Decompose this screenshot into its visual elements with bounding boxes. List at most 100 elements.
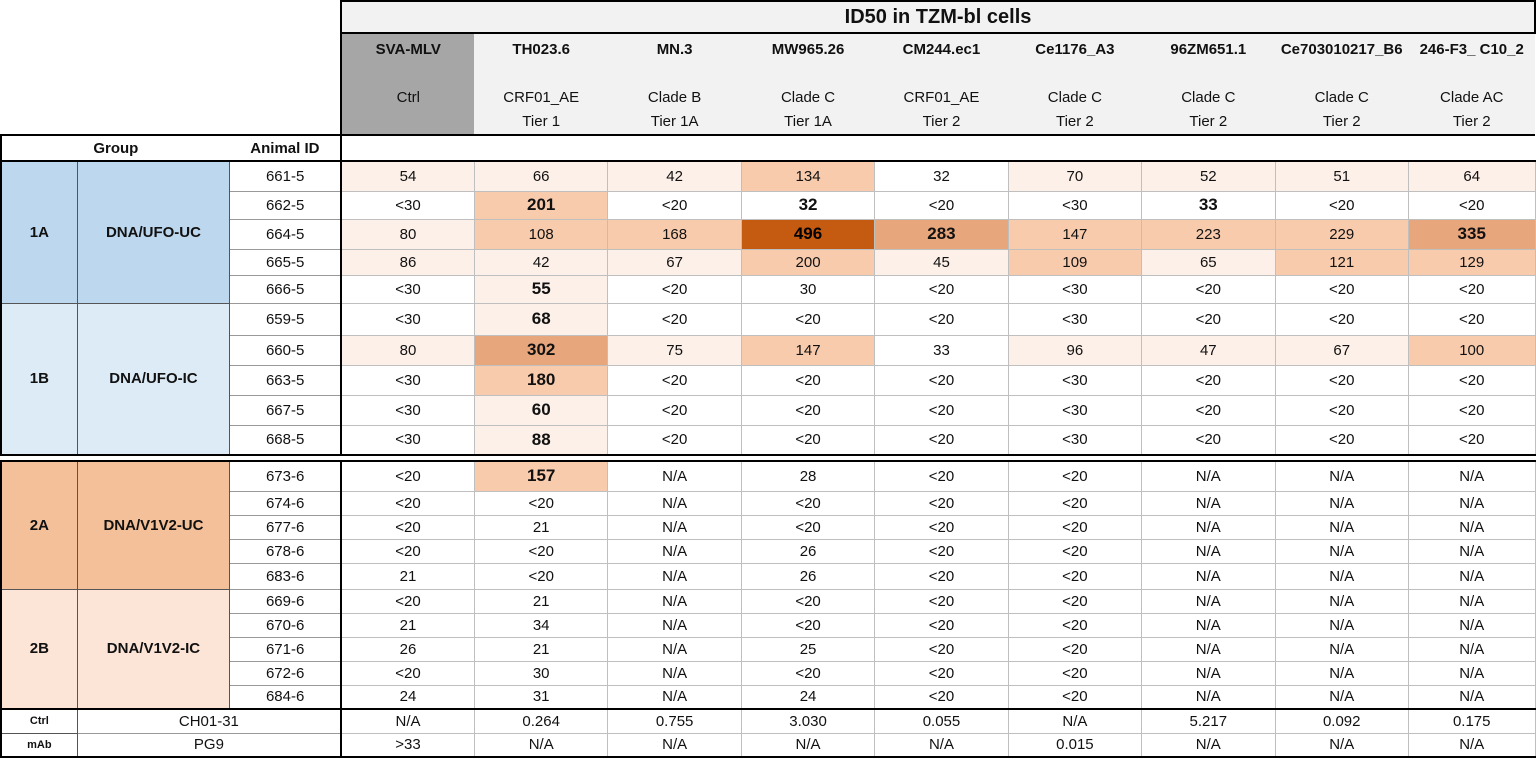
id50-value: <20 — [1141, 274, 1276, 304]
virus-header-0: SVA-MLV Ctrl — [340, 33, 475, 135]
virus-clade: Clade C — [1047, 89, 1102, 106]
id50-value: <20 — [874, 490, 1009, 516]
id50-value: 26 — [740, 538, 876, 564]
id50-value: 147 — [1007, 218, 1143, 250]
table-row: 683-6 21 <20 N/A 26 <20 <20 N/A N/A N/A — [1, 562, 1536, 590]
id50-value: 21 — [473, 588, 609, 614]
virus-clade: Clade C — [1314, 89, 1369, 106]
animal-id: 666-5 — [229, 274, 342, 304]
id50-value: <20 — [340, 514, 475, 540]
id50-value: N/A — [1274, 636, 1409, 662]
virus-header-5: Ce1176_A3 Clade C Tier 2 — [1008, 33, 1142, 135]
virus-header-row: SVA-MLV Ctrl TH023.6 CRF01_AE Tier 1 MN.3 Clad… — [1, 33, 1535, 135]
id50-value: N/A — [607, 538, 742, 564]
ic50-value: N/A — [1274, 732, 1409, 758]
virus-header-3: MW965.26 Clade C Tier 1A — [741, 33, 875, 135]
id50-value: N/A — [1141, 684, 1276, 710]
virus-clade: Clade B — [647, 89, 702, 106]
virus-name: CM244.ec1 — [902, 41, 981, 58]
id50-value: N/A — [607, 490, 742, 516]
id50-value: N/A — [607, 612, 742, 638]
id50-value: 121 — [1274, 248, 1409, 276]
group-id: 1A — [0, 160, 78, 304]
animal-id: 668-5 — [229, 424, 342, 456]
id50-value: <20 — [473, 562, 609, 590]
table-row: 1A DNA/UFO-UC 661-5 54 66 42 134 32 70 52 51 64 — [0, 160, 1536, 304]
id50-value: <20 — [1007, 684, 1143, 710]
id50-value: 21 — [340, 562, 475, 590]
table-row: 665-5 86 42 67 200 45 109 65 121 129 — [1, 248, 1536, 276]
table-row: 672-6 <20 30 N/A <20 <20 <20 N/A N/A N/A — [1, 660, 1536, 686]
table-row: 671-6 26 21 N/A 25 <20 <20 N/A N/A N/A — [1, 636, 1536, 662]
animal-id: 663-5 — [229, 364, 342, 396]
id50-value: <20 — [607, 394, 742, 426]
virus-header-8: 246-F3_ C10_2 Clade AC Tier 2 — [1408, 33, 1535, 135]
id50-value: <20 — [340, 588, 475, 614]
id50-value: <20 — [740, 660, 876, 686]
table-row: 666-5 <30 55 <20 30 <20 <30 <20 <20 <20 — [1, 274, 1536, 304]
id50-value: 109 — [1007, 248, 1143, 276]
table-row: 2B DNA/V1V2-IC 669-6 <20 21 N/A <20 <20 <20 N/A N/… — [0, 588, 1536, 710]
control-label: mAb — [0, 732, 78, 758]
id50-value: <20 — [340, 660, 475, 686]
id50-value: N/A — [1141, 538, 1276, 564]
id50-value: 283 — [874, 218, 1009, 250]
id50-value: <30 — [1007, 394, 1143, 426]
id50-value: N/A — [1274, 588, 1409, 614]
id50-value: 28 — [740, 460, 876, 492]
id50-value: <20 — [1407, 190, 1536, 220]
id50-value: 100 — [1407, 334, 1536, 366]
ic50-value: 0.755 — [607, 708, 742, 734]
virus-name: TH023.6 — [512, 41, 570, 58]
id50-value: N/A — [1407, 538, 1536, 564]
animal-id: 665-5 — [229, 248, 342, 276]
id50-value: N/A — [1407, 660, 1536, 686]
id50-value: 33 — [1141, 190, 1276, 220]
id50-value: <20 — [473, 538, 609, 564]
id50-value: <20 — [874, 190, 1009, 220]
group-separator — [1, 454, 1535, 462]
virus-tier: Tier 2 — [1452, 113, 1491, 130]
id50-value: <30 — [340, 274, 475, 304]
id50-value: <30 — [1007, 274, 1143, 304]
ic50-value: N/A — [1007, 708, 1143, 734]
id50-value: N/A — [1407, 562, 1536, 590]
id50-value: <20 — [874, 588, 1009, 614]
id50-value: <20 — [874, 538, 1009, 564]
id50-value: <30 — [340, 364, 475, 396]
id50-value: <20 — [340, 490, 475, 516]
id50-value: 200 — [740, 248, 876, 276]
group-header: Group — [0, 134, 230, 162]
id50-value: 31 — [473, 684, 609, 710]
id50-value: N/A — [1407, 612, 1536, 638]
id50-value: <20 — [1007, 538, 1143, 564]
id50-value: N/A — [607, 514, 742, 540]
control-antibody: CH01-31 — [76, 708, 342, 734]
id50-value: 45 — [874, 248, 1009, 276]
id50-value: <30 — [1007, 302, 1143, 336]
id50-value: <20 — [740, 514, 876, 540]
id50-value: 80 — [340, 218, 475, 250]
id50-value: <20 — [607, 274, 742, 304]
id50-value: N/A — [607, 684, 742, 710]
animal-id: 661-5 — [229, 160, 342, 192]
group-id: 1B — [0, 302, 78, 456]
virus-header-6: 96ZM651.1 Clade C Tier 2 — [1141, 33, 1276, 135]
id50-value: <20 — [874, 274, 1009, 304]
id50-value: 65 — [1141, 248, 1276, 276]
id50-value: <20 — [1407, 274, 1536, 304]
id50-value: 108 — [473, 218, 609, 250]
virus-name: MN.3 — [656, 41, 693, 58]
id50-value: N/A — [1407, 514, 1536, 540]
animal-id: 678-6 — [229, 538, 342, 564]
id50-value: N/A — [607, 460, 742, 492]
id50-value: 42 — [607, 160, 742, 192]
virus-header-4: CM244.ec1 CRF01_AE Tier 2 — [874, 33, 1009, 135]
id50-value: <20 — [874, 460, 1009, 492]
control-row: Ctrl CH01-31 N/A 0.264 0.755 3.030 0.055 N/A 5.2… — [0, 708, 1536, 734]
id50-value: N/A — [1141, 612, 1276, 638]
animal-id: 664-5 — [229, 218, 342, 250]
table-row: 674-6 <20 <20 N/A <20 <20 <20 N/A N/A N/A — [1, 490, 1536, 516]
id50-value: <20 — [1007, 490, 1143, 516]
ic50-value: N/A — [1141, 732, 1276, 758]
